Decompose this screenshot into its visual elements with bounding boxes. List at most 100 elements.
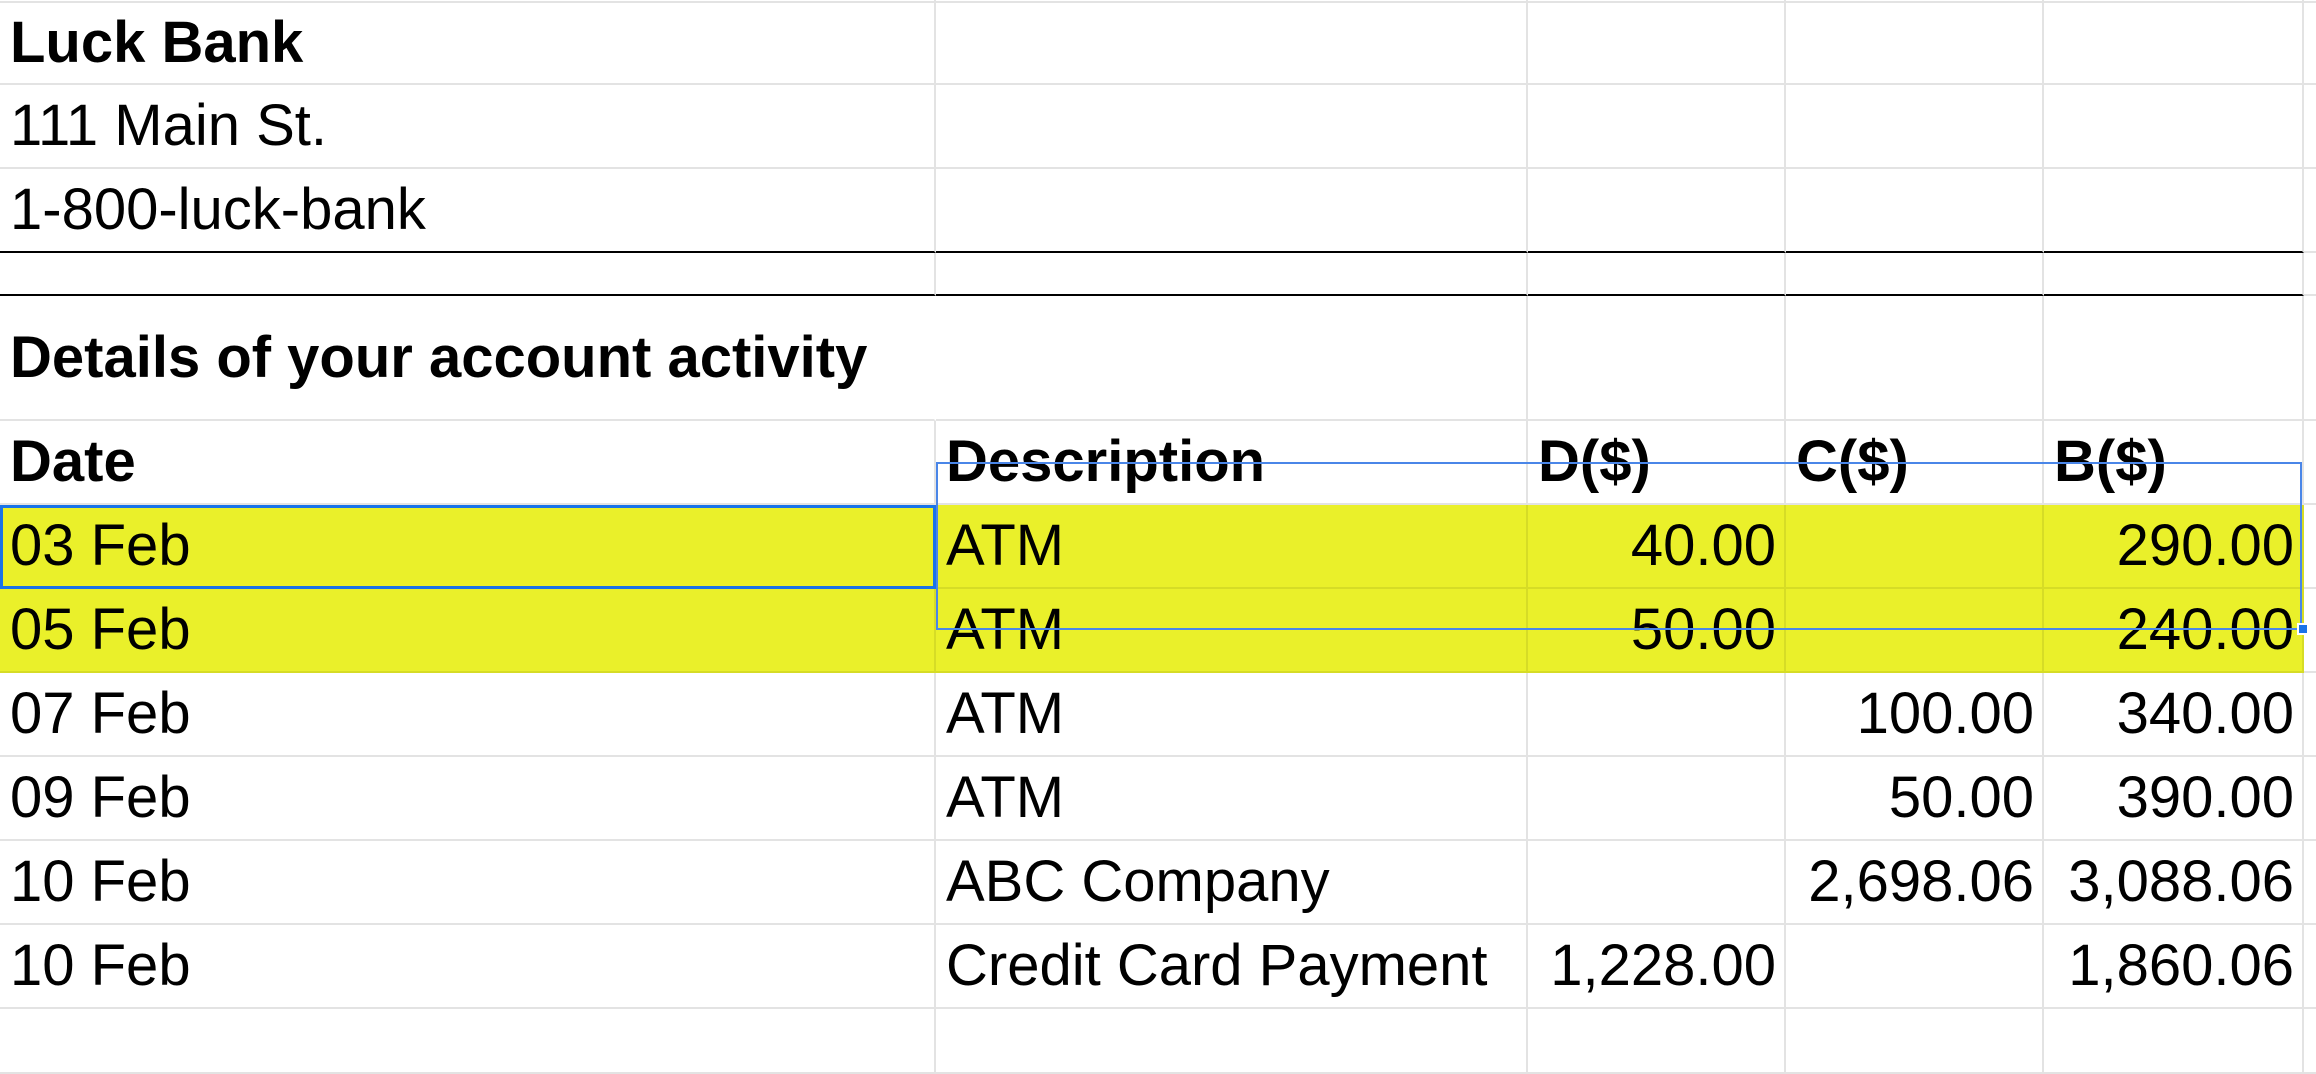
- grid-cell[interactable]: [1786, 169, 2044, 253]
- section-title-cell[interactable]: Details of your account activity: [0, 296, 936, 421]
- grid-cell[interactable]: [936, 3, 1528, 85]
- grid-cell[interactable]: [2304, 253, 2316, 296]
- table-row-1-date[interactable]: 05 Feb: [0, 589, 936, 673]
- table-row-1-debit[interactable]: 50.00: [1528, 589, 1786, 673]
- grid-cell[interactable]: [2304, 296, 2316, 421]
- grid-cell[interactable]: [0, 1009, 936, 1074]
- cell-text: 340.00: [2116, 681, 2294, 746]
- table-row-1-credit[interactable]: [1786, 589, 2044, 673]
- grid-cell[interactable]: [1786, 1009, 2044, 1074]
- grid-cell[interactable]: [2044, 0, 2304, 3]
- table-row-4-credit[interactable]: 2,698.06: [1786, 841, 2044, 925]
- grid-cell[interactable]: [936, 169, 1528, 253]
- table-row-1-balance[interactable]: 240.00: [2044, 589, 2304, 673]
- table-row-5-description[interactable]: Credit Card Payment: [936, 925, 1528, 1009]
- cell-text: 07 Feb: [10, 681, 191, 746]
- header-balance[interactable]: B($): [2044, 421, 2304, 505]
- grid-cell[interactable]: [1528, 253, 1786, 296]
- grid-cell[interactable]: [0, 253, 936, 296]
- grid-cell[interactable]: [2044, 253, 2304, 296]
- table-row-3-description[interactable]: ATM: [936, 757, 1528, 841]
- cell-text: 240.00: [2116, 597, 2294, 662]
- grid-cell[interactable]: [1528, 0, 1786, 3]
- grid-cell[interactable]: [1528, 85, 1786, 169]
- bank-name: Luck Bank: [10, 10, 304, 75]
- header-date-label: Date: [10, 429, 136, 494]
- grid-cell[interactable]: [1528, 169, 1786, 253]
- table-row-0-description[interactable]: ATM: [936, 505, 1528, 589]
- grid-cell[interactable]: [1528, 1009, 1786, 1074]
- table-row-3-date[interactable]: 09 Feb: [0, 757, 936, 841]
- header-date[interactable]: Date: [0, 421, 936, 505]
- table-row-0-debit[interactable]: 40.00: [1528, 505, 1786, 589]
- table-row-2-debit[interactable]: [1528, 673, 1786, 757]
- grid-cell[interactable]: [2304, 3, 2316, 85]
- grid-cell[interactable]: [936, 1009, 1528, 1074]
- bank-phone-cell[interactable]: 1-800-luck-bank: [0, 169, 936, 253]
- grid-cell[interactable]: [2304, 169, 2316, 253]
- cell-text: 03 Feb: [10, 513, 191, 578]
- grid-cell[interactable]: [2304, 589, 2316, 673]
- header-credit[interactable]: C($): [1786, 421, 2044, 505]
- cell-text: 1,228.00: [1550, 933, 1776, 998]
- grid-cell[interactable]: [936, 296, 1528, 421]
- grid-cell[interactable]: [1786, 0, 2044, 3]
- grid-cell[interactable]: [2304, 841, 2316, 925]
- grid-cell[interactable]: [2304, 421, 2316, 505]
- cell-text: ATM: [946, 597, 1065, 662]
- table-row-3-credit[interactable]: 50.00: [1786, 757, 2044, 841]
- header-debit[interactable]: D($): [1528, 421, 1786, 505]
- grid-cell[interactable]: [936, 0, 1528, 3]
- table-row-2-balance[interactable]: 340.00: [2044, 673, 2304, 757]
- grid-cell[interactable]: [2044, 85, 2304, 169]
- table-row-4-date[interactable]: 10 Feb: [0, 841, 936, 925]
- table-row-0-date[interactable]: 03 Feb: [0, 505, 936, 589]
- grid-cell[interactable]: [2304, 0, 2316, 3]
- grid-cell[interactable]: [936, 253, 1528, 296]
- grid-cell[interactable]: [2304, 505, 2316, 589]
- fill-handle[interactable]: [2297, 623, 2309, 635]
- grid-cell[interactable]: [2304, 925, 2316, 1009]
- table-row-0-credit[interactable]: [1786, 505, 2044, 589]
- table-row-5-credit[interactable]: [1786, 925, 2044, 1009]
- grid-cell[interactable]: [1528, 3, 1786, 85]
- grid-cell[interactable]: [2304, 1009, 2316, 1074]
- grid-cell[interactable]: [2304, 673, 2316, 757]
- table-row-4-description[interactable]: ABC Company: [936, 841, 1528, 925]
- grid-cell[interactable]: [2044, 3, 2304, 85]
- header-description[interactable]: Description: [936, 421, 1528, 505]
- cell-text: 05 Feb: [10, 597, 191, 662]
- table-row-1-description[interactable]: ATM: [936, 589, 1528, 673]
- grid-cell[interactable]: [2044, 169, 2304, 253]
- grid-cell[interactable]: [2304, 757, 2316, 841]
- cell-text: 09 Feb: [10, 765, 191, 830]
- grid-cell[interactable]: [1786, 85, 2044, 169]
- table-row-0-balance[interactable]: 290.00: [2044, 505, 2304, 589]
- table-row-5-date[interactable]: 10 Feb: [0, 925, 936, 1009]
- grid-cell[interactable]: [1528, 296, 1786, 421]
- cell-text: ATM: [946, 681, 1065, 746]
- bank-name-cell[interactable]: Luck Bank: [0, 3, 936, 85]
- bank-address-cell[interactable]: 111 Main St.: [0, 85, 936, 169]
- table-row-2-date[interactable]: 07 Feb: [0, 673, 936, 757]
- section-title: Details of your account activity: [10, 324, 868, 390]
- grid-cell[interactable]: [1786, 253, 2044, 296]
- table-row-4-debit[interactable]: [1528, 841, 1786, 925]
- grid-cell[interactable]: [1786, 296, 2044, 421]
- table-row-5-debit[interactable]: 1,228.00: [1528, 925, 1786, 1009]
- grid-cell[interactable]: [0, 0, 936, 3]
- grid-cell[interactable]: [2044, 1009, 2304, 1074]
- cell-text: 40.00: [1630, 513, 1776, 578]
- table-row-3-debit[interactable]: [1528, 757, 1786, 841]
- cell-text: 10 Feb: [10, 849, 191, 914]
- grid-cell[interactable]: [2304, 85, 2316, 169]
- table-row-3-balance[interactable]: 390.00: [2044, 757, 2304, 841]
- grid-cell[interactable]: [1786, 3, 2044, 85]
- table-row-2-description[interactable]: ATM: [936, 673, 1528, 757]
- grid-cell[interactable]: [936, 85, 1528, 169]
- grid-cell[interactable]: [2044, 296, 2304, 421]
- table-row-5-balance[interactable]: 1,860.06: [2044, 925, 2304, 1009]
- table-row-2-credit[interactable]: 100.00: [1786, 673, 2044, 757]
- table-row-4-balance[interactable]: 3,088.06: [2044, 841, 2304, 925]
